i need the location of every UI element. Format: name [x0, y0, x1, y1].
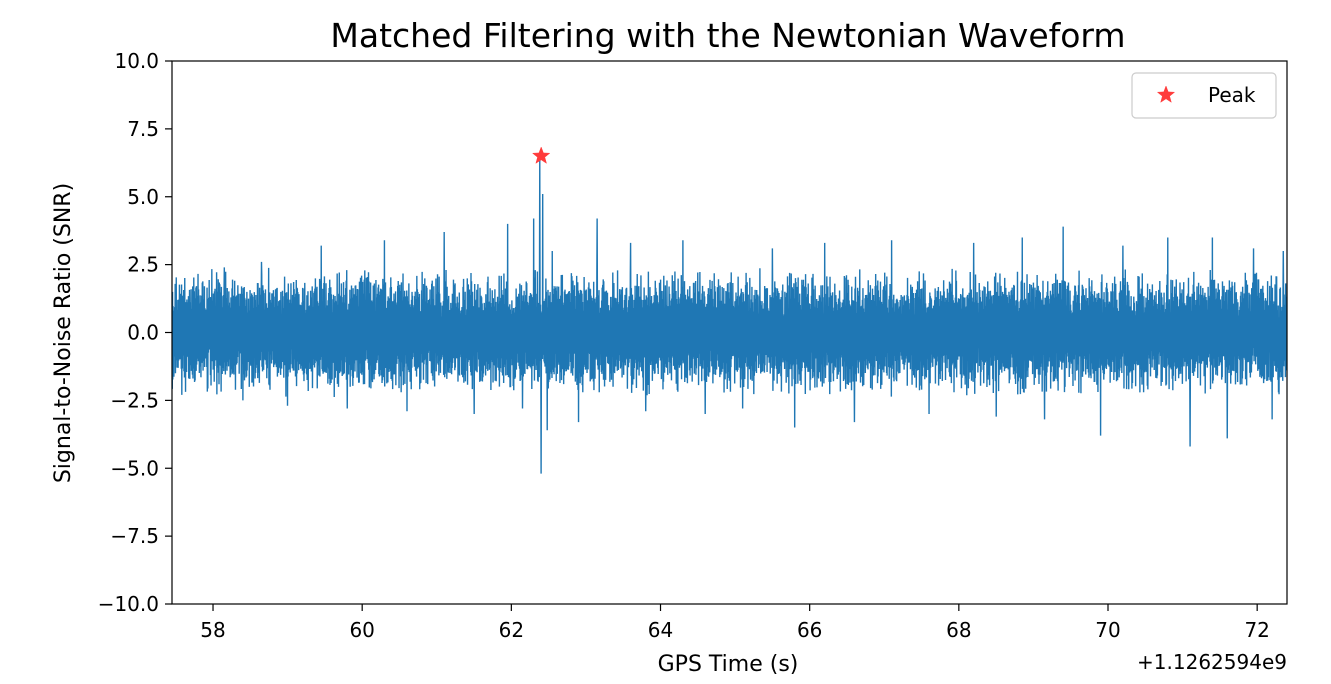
- x-axis-label: GPS Time (s): [658, 652, 799, 677]
- x-tick-label: 60: [349, 618, 374, 642]
- legend-peak-star-icon: [1156, 85, 1176, 103]
- y-tick-label: −7.5: [110, 524, 159, 548]
- y-tick-label: −2.5: [110, 388, 159, 412]
- y-tick-label: 0.0: [127, 321, 159, 345]
- x-tick-label: 68: [946, 618, 971, 642]
- y-tick-label: 5.0: [127, 185, 159, 209]
- chart-title: Matched Filtering with the Newtonian Wav…: [330, 16, 1125, 55]
- y-tick-label: −10.0: [98, 592, 159, 616]
- legend-entry-peak: Peak: [1208, 83, 1256, 107]
- x-tick-label: 58: [200, 618, 225, 642]
- x-tick-label: 66: [797, 618, 822, 642]
- legend: Peak: [1131, 72, 1277, 119]
- snr-series-line: [172, 158, 1287, 474]
- x-tick-label: 62: [499, 618, 524, 642]
- y-tick-label: 10.0: [114, 49, 159, 73]
- x-tick-label: 64: [648, 618, 673, 642]
- x-tick-label: 72: [1244, 618, 1269, 642]
- plot-area: 58 60 62 64 66 68 70 72 10.0 7.5 5.0 2.5 0.0 −2.5 −5.0…: [98, 49, 1288, 642]
- y-tick-label: 7.5: [127, 117, 159, 141]
- y-tick-label: 2.5: [127, 253, 159, 277]
- y-axis-label: Signal-to-Noise Ratio (SNR): [51, 183, 76, 483]
- x-axis-offset-label: +1.1262594e9: [1137, 650, 1287, 674]
- peak-star-marker: [531, 146, 551, 164]
- legend-box: [1131, 72, 1277, 119]
- y-tick-label: −5.0: [110, 456, 159, 480]
- x-tick-label: 70: [1095, 618, 1120, 642]
